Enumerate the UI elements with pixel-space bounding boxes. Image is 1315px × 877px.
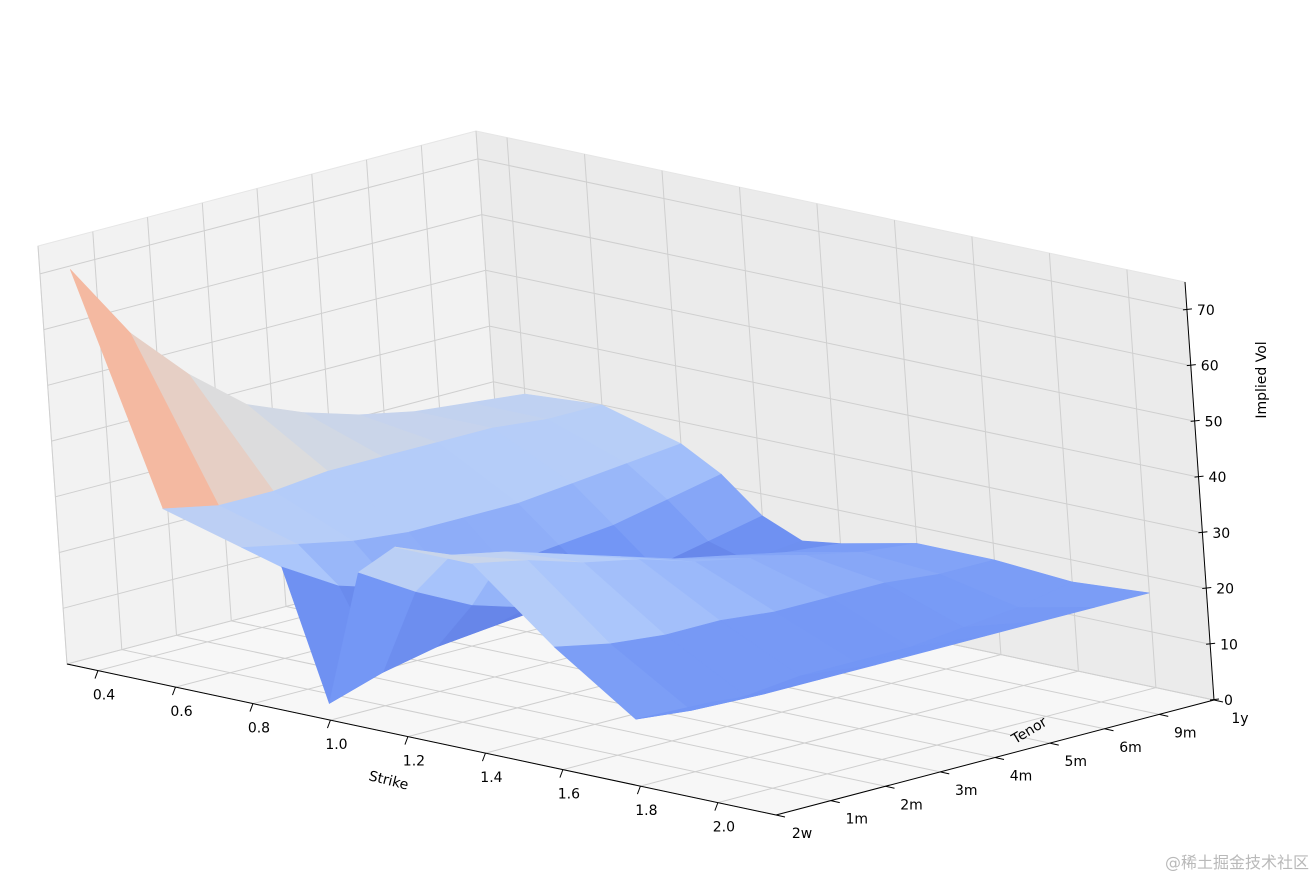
x-tick-label: 1.8 <box>635 803 657 819</box>
x-tick <box>636 785 641 795</box>
z-tick-label: 20 <box>1216 582 1234 598</box>
tenor-tick-label: 4m <box>1010 769 1033 785</box>
tenor-tick-label: 1m <box>845 812 868 828</box>
tenor-tick <box>1159 713 1169 717</box>
surface-patch <box>635 693 767 720</box>
z-tick <box>1186 364 1196 367</box>
x-tick <box>714 802 719 811</box>
tenor-tick <box>940 771 950 775</box>
z-tick-label: 60 <box>1201 359 1219 375</box>
implied-vol-surface <box>69 269 1150 720</box>
x-tick-label: 1.4 <box>480 770 502 786</box>
z-tick <box>1182 308 1192 311</box>
z-tick <box>1194 475 1204 478</box>
z-tick <box>1202 587 1212 590</box>
tenor-tick-label: 6m <box>1119 740 1142 756</box>
z-tick-label: 0 <box>1224 693 1233 709</box>
x-tick <box>559 769 564 778</box>
z-tick-label: 50 <box>1205 414 1223 430</box>
tenor-tick <box>1049 742 1059 746</box>
z-tick <box>1209 698 1220 701</box>
z-tick-label: 30 <box>1212 526 1230 542</box>
z-tick-label: 10 <box>1220 637 1238 653</box>
z-grid-line <box>43 214 1191 367</box>
z-axis-label: Implied Vol <box>1254 341 1270 418</box>
tick-labels: 0.4 0.6 0.8 1.0 1.2 1.4 1.6 1.8 2.0 2w 1m 2m 3m 4m 5m 6… <box>93 303 1249 842</box>
x-tick <box>481 752 486 762</box>
tenor-tick-label: 9m <box>1174 725 1197 741</box>
z-grid-line <box>47 269 1195 422</box>
axis-lines <box>66 281 1224 818</box>
tenor-tick <box>994 757 1005 760</box>
x-tick-label: 2.0 <box>713 820 735 836</box>
tenor-tick-label: 2w <box>792 826 812 842</box>
z-axis-line <box>1184 281 1215 701</box>
tenor-tick <box>775 814 786 818</box>
z-tick-label: 70 <box>1197 303 1215 319</box>
x-tick <box>172 686 176 696</box>
tenor-tick-label: 5m <box>1064 754 1087 770</box>
z-tick <box>1190 419 1200 422</box>
z-tick-label: 40 <box>1209 470 1227 486</box>
x-tick-label: 0.8 <box>248 721 270 737</box>
x-tick-label: 0.6 <box>170 704 192 720</box>
x-tick <box>94 670 99 679</box>
tenor-tick-label: 3m <box>955 783 978 799</box>
z-grid-line <box>39 158 1188 311</box>
x-tick <box>404 736 409 745</box>
tenor-tick <box>885 785 895 789</box>
z-tick <box>1206 642 1216 645</box>
x-axis-label: Strike <box>367 768 410 793</box>
z-tick <box>1198 531 1208 534</box>
tenor-tick-label: 2m <box>900 797 923 813</box>
watermark: @稀土掘金技术社区 <box>1164 853 1309 872</box>
x-tick <box>326 719 331 729</box>
x-tick-label: 1.6 <box>558 787 580 803</box>
tenor-tick-label: 1y <box>1231 711 1248 727</box>
x-tick-label: 1.2 <box>403 754 425 770</box>
x-tick-label: 0.4 <box>93 688 115 704</box>
x-tick <box>249 703 254 712</box>
tenor-tick <box>830 800 840 804</box>
tenor-tick <box>1104 728 1114 732</box>
x-tick-label: 1.0 <box>325 737 347 753</box>
tenor-tick <box>1213 699 1224 703</box>
x-axis-line <box>66 663 777 816</box>
